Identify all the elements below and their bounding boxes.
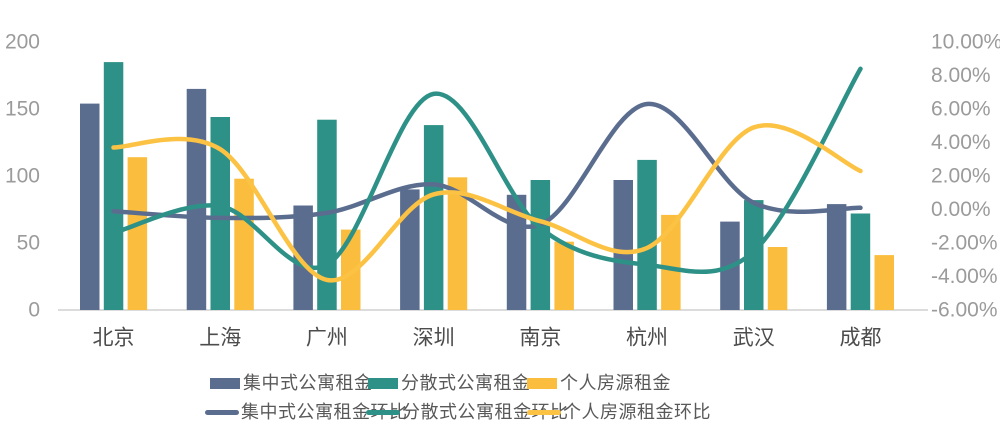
y2-axis-tick-label: 10.00%	[931, 31, 1000, 54]
legend-row-bars: 集中式公寓租金 分散式公寓租金 个人房源租金	[0, 373, 1000, 393]
x-axis-category-label: 成都	[839, 327, 881, 350]
legend-label-centralized-rent: 集中式公寓租金	[243, 373, 373, 393]
bar	[293, 205, 313, 310]
x-axis-category-label: 南京	[519, 327, 561, 350]
legend-item-centralized-rent-mom: 集中式公寓租金环比	[205, 402, 408, 422]
x-axis-category-label: 北京	[93, 327, 135, 350]
legend-swatch-decentralized-rent-mom	[366, 409, 400, 415]
bar	[127, 157, 148, 310]
x-axis-category-label: 广州	[306, 327, 348, 350]
legend-label-personal-rent: 个人房源租金	[560, 373, 671, 393]
y2-axis-tick-label: -6.00%	[931, 299, 998, 322]
bar	[341, 229, 361, 310]
bar	[661, 214, 681, 310]
bar	[186, 88, 207, 311]
y2-axis-tick-label: 6.00%	[931, 98, 991, 121]
bar	[826, 204, 847, 310]
bar	[400, 189, 420, 310]
legend-item-decentralized-rent-mom: 分散式公寓租金环比	[366, 402, 569, 422]
legend-label-centralized-rent-mom: 集中式公寓租金环比	[241, 402, 408, 422]
bar	[234, 178, 254, 310]
x-axis-category-label: 杭州	[626, 327, 668, 350]
legend-swatch-personal-rent	[527, 377, 557, 389]
bar	[80, 103, 100, 310]
legend-swatch-centralized-rent-mom	[205, 409, 239, 415]
line-series	[111, 66, 863, 275]
bar	[850, 213, 871, 310]
bar	[423, 125, 444, 310]
legend-item-centralized-rent: 集中式公寓租金	[210, 373, 373, 393]
bar	[103, 62, 124, 310]
bar	[874, 255, 894, 310]
y2-axis-tick-label: 4.00%	[931, 131, 991, 154]
x-axis-category-label: 上海	[199, 327, 241, 350]
bar	[447, 177, 468, 310]
bar	[554, 241, 574, 310]
y-axis-tick-label: 150	[5, 98, 40, 121]
legend-label-personal-rent-mom: 个人房源租金环比	[563, 402, 711, 422]
x-axis-category-label: 武汉	[733, 327, 775, 350]
bar	[637, 159, 657, 310]
bar	[530, 180, 551, 310]
y2-axis-tick-label: -4.00%	[931, 265, 998, 288]
legend-row-lines: 集中式公寓租金环比 分散式公寓租金环比 个人房源租金环比	[0, 402, 1000, 422]
y-axis-tick-label: 0	[28, 299, 40, 322]
chart-canvas: 0 50 100 150 200 10.00% 8.00% 6.00% 4.00% 2.00% 0.…	[5, 31, 1000, 350]
legend-item-personal-rent-mom: 个人房源租金环比	[527, 402, 711, 422]
legend-swatch-centralized-rent	[210, 377, 240, 389]
legend-swatch-personal-rent-mom	[527, 409, 561, 415]
legend-label-decentralized-rent: 分散式公寓租金	[401, 373, 531, 393]
y2-axis-tick-label: 8.00%	[931, 64, 991, 87]
y2-axis-tick-label: 2.00%	[931, 165, 991, 188]
bar	[613, 180, 633, 310]
line-series	[111, 123, 863, 283]
x-axis-category-label: 深圳	[413, 327, 455, 350]
bar	[210, 117, 230, 310]
bar	[744, 200, 764, 310]
legend-item-decentralized-rent: 分散式公寓租金	[368, 373, 531, 393]
y2-axis-tick-label: 0.00%	[931, 198, 991, 221]
y-axis-tick-label: 100	[5, 165, 40, 188]
legend-label-decentralized-rent-mom: 分散式公寓租金环比	[402, 402, 569, 422]
y-axis-tick-label: 200	[5, 31, 40, 54]
bar	[767, 247, 788, 310]
y-axis-tick-label: 50	[17, 232, 40, 255]
legend-swatch-decentralized-rent	[368, 377, 398, 389]
legend-item-personal-rent: 个人房源租金	[527, 373, 671, 393]
y2-axis-tick-label: -2.00%	[931, 232, 998, 255]
